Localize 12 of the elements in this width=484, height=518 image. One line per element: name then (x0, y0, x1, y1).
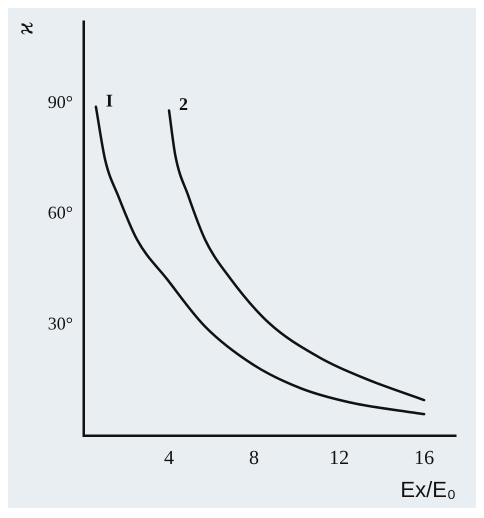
y-axis-title: ϰ (12, 22, 39, 36)
series-label: I (106, 90, 113, 110)
y-tick-label: 30° (48, 313, 73, 334)
series-label: 2 (179, 94, 188, 114)
x-tick-label: 8 (249, 446, 260, 469)
y-tick-label: 90° (48, 92, 73, 112)
x-tick-label: 12 (329, 446, 350, 469)
x-axis-title: Ex/E₀ (400, 476, 456, 502)
x-tick-label: 16 (414, 446, 434, 469)
x-tick-label: 4 (164, 446, 174, 469)
line-series (168, 109, 426, 402)
y-tick-label: 60° (48, 202, 73, 223)
